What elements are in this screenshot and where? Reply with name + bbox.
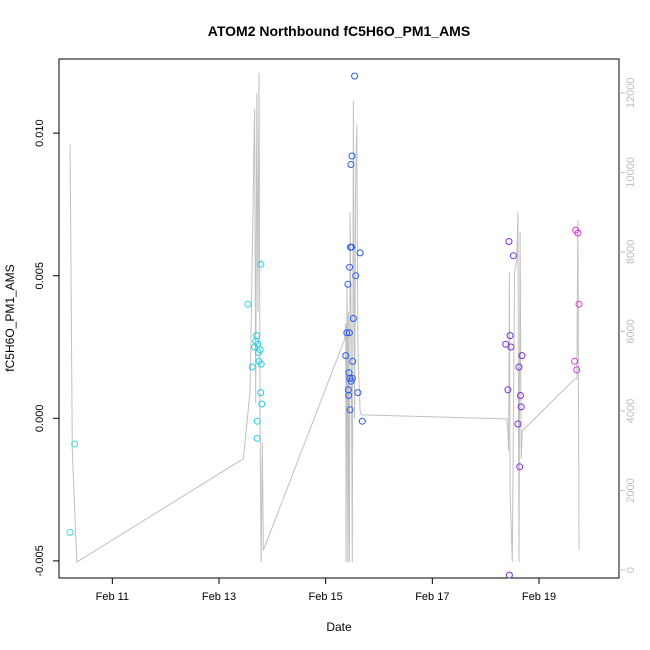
data-point bbox=[346, 406, 354, 414]
data-point bbox=[258, 400, 266, 408]
y2-tick-label: 0 bbox=[625, 567, 637, 573]
data-point bbox=[507, 343, 515, 351]
data-point bbox=[505, 238, 513, 245]
data-point bbox=[66, 528, 74, 536]
data-point bbox=[348, 374, 356, 382]
y-tick-label: 0.010 bbox=[34, 119, 46, 147]
x-tick-label: Feb 17 bbox=[415, 591, 449, 603]
data-point bbox=[504, 386, 512, 394]
data-point bbox=[343, 329, 351, 337]
data-point bbox=[514, 420, 522, 428]
y2-tick-label: 4000 bbox=[625, 399, 637, 423]
points-layer bbox=[66, 72, 583, 579]
data-point bbox=[502, 340, 510, 348]
y2-tick-label: 12000 bbox=[625, 78, 637, 109]
data-point bbox=[257, 360, 265, 368]
data-point bbox=[356, 249, 364, 257]
data-point bbox=[571, 357, 579, 365]
y-axis: -0.005 0.000 0.005 0.010 bbox=[34, 119, 59, 576]
chart-title: ATOM2 Northbound fC5H6O_PM1_AMS bbox=[208, 23, 470, 39]
plot-frame bbox=[58, 58, 620, 579]
data-point bbox=[352, 272, 360, 280]
data-point bbox=[509, 252, 517, 260]
data-point bbox=[248, 363, 256, 371]
data-point bbox=[348, 152, 356, 160]
data-point bbox=[573, 366, 581, 374]
y-tick-label: -0.005 bbox=[34, 545, 46, 576]
x-tick-label: Feb 11 bbox=[96, 591, 129, 603]
data-point bbox=[516, 463, 524, 471]
data-point bbox=[574, 229, 582, 237]
y2-tick-label: 6000 bbox=[625, 319, 637, 343]
data-point bbox=[345, 392, 353, 399]
data-point bbox=[351, 72, 359, 80]
data-point bbox=[345, 329, 353, 337]
y2-tick-label: 2000 bbox=[625, 478, 637, 502]
data-point bbox=[506, 332, 514, 340]
data-point bbox=[515, 363, 523, 371]
y-tick-label: 0.005 bbox=[34, 262, 46, 290]
y-axis-label: fC5H6O_PM1_AMS bbox=[3, 264, 17, 371]
data-point bbox=[349, 357, 357, 365]
data-point bbox=[575, 300, 583, 308]
data-point bbox=[347, 161, 355, 168]
y-tick-label: 0.000 bbox=[34, 405, 46, 433]
data-point bbox=[354, 389, 362, 397]
altitude-line bbox=[69, 72, 580, 563]
data-point bbox=[244, 300, 252, 308]
data-point bbox=[342, 352, 350, 360]
x-tick-label: Feb 19 bbox=[522, 591, 556, 603]
data-point bbox=[358, 417, 366, 425]
data-point bbox=[505, 571, 513, 579]
data-point bbox=[348, 243, 356, 251]
data-point bbox=[256, 346, 264, 354]
x-axis: Feb 11 Feb 13 Feb 15 Feb 17 Feb 19 bbox=[96, 578, 556, 603]
secondary-y-axis: 0 2000 4000 6000 8000 10000 12000 bbox=[619, 78, 637, 573]
data-point bbox=[517, 403, 525, 411]
y2-tick-label: 8000 bbox=[625, 240, 637, 264]
data-point bbox=[344, 280, 352, 288]
data-point bbox=[253, 332, 261, 340]
data-point bbox=[349, 315, 357, 322]
data-point bbox=[257, 389, 265, 397]
data-point bbox=[257, 260, 265, 268]
x-axis-label: Date bbox=[326, 620, 352, 634]
altitude-layer bbox=[69, 72, 580, 563]
data-point bbox=[253, 434, 261, 442]
y2-tick-label: 10000 bbox=[625, 157, 637, 188]
data-point bbox=[518, 352, 526, 360]
data-point bbox=[346, 263, 354, 271]
data-point bbox=[517, 392, 524, 399]
data-point bbox=[71, 440, 79, 448]
x-tick-label: Feb 15 bbox=[309, 591, 343, 603]
x-tick-label: Feb 13 bbox=[202, 591, 236, 603]
data-point bbox=[253, 417, 261, 425]
